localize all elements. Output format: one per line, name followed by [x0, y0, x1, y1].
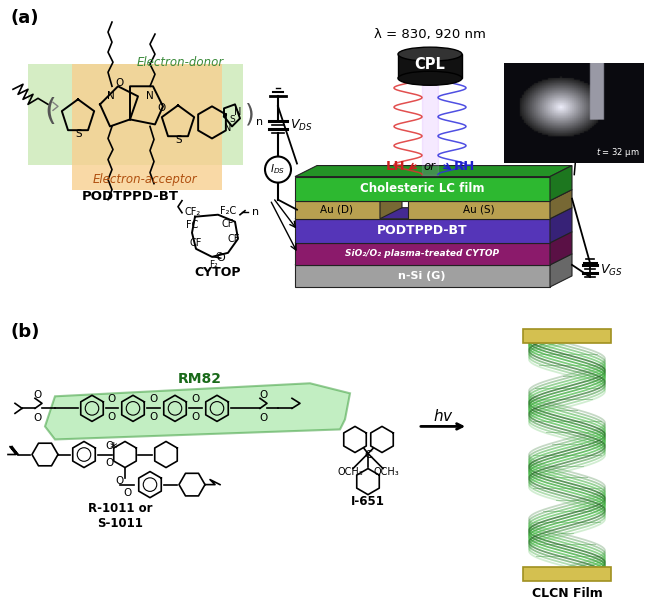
Text: N: N [234, 107, 242, 117]
Polygon shape [550, 208, 572, 243]
Polygon shape [295, 166, 572, 176]
Text: CF₂: CF₂ [185, 206, 201, 217]
Text: O: O [259, 390, 267, 400]
Text: SiO₂/O₂ plasma-treated CYTOP: SiO₂/O₂ plasma-treated CYTOP [345, 249, 499, 258]
Text: O: O [216, 253, 226, 263]
Text: O: O [108, 412, 116, 423]
Polygon shape [295, 200, 380, 219]
Polygon shape [408, 200, 550, 219]
Text: O: O [106, 441, 114, 452]
Text: CYTOP: CYTOP [195, 267, 241, 279]
Polygon shape [550, 232, 572, 265]
FancyBboxPatch shape [28, 64, 243, 164]
Polygon shape [45, 383, 350, 439]
Text: N: N [107, 92, 115, 101]
Text: PODTPPD-BT: PODTPPD-BT [377, 225, 467, 237]
Text: R-1011 or
S-1011: R-1011 or S-1011 [88, 501, 152, 530]
Polygon shape [295, 219, 550, 243]
Text: O: O [149, 394, 157, 405]
Text: CF: CF [227, 234, 240, 244]
Text: n: n [252, 206, 259, 217]
Text: C: C [364, 450, 372, 459]
Text: *: * [109, 442, 117, 457]
Text: O: O [123, 488, 131, 498]
Text: (a): (a) [10, 9, 38, 27]
Text: F₂: F₂ [209, 261, 218, 269]
Text: (: ( [44, 97, 56, 126]
Text: O: O [34, 414, 42, 423]
Text: Au (D): Au (D) [320, 205, 354, 215]
Text: O: O [116, 78, 124, 88]
Text: λ = 830, 920 nm: λ = 830, 920 nm [374, 28, 486, 41]
FancyBboxPatch shape [398, 54, 462, 78]
Text: S: S [229, 115, 235, 124]
Text: I-651: I-651 [351, 495, 385, 507]
Polygon shape [295, 243, 550, 265]
Text: S: S [176, 135, 182, 146]
Text: n-Si (G): n-Si (G) [398, 271, 446, 281]
FancyBboxPatch shape [72, 64, 222, 190]
Text: O: O [34, 390, 42, 400]
Text: O: O [106, 458, 114, 468]
Text: N: N [224, 123, 231, 134]
Text: O: O [191, 412, 199, 423]
Text: CLCN Film: CLCN Film [532, 587, 603, 600]
Text: FC: FC [186, 220, 198, 230]
Polygon shape [295, 232, 572, 243]
Text: Cholesteric LC film: Cholesteric LC film [359, 182, 484, 195]
Text: S: S [75, 129, 83, 140]
Text: O: O [149, 412, 157, 423]
Text: O: O [108, 394, 116, 405]
Text: $hv$: $hv$ [432, 408, 454, 424]
Polygon shape [408, 190, 572, 200]
Polygon shape [295, 190, 402, 200]
Text: $t$ = 32 μm: $t$ = 32 μm [595, 146, 640, 158]
Text: $V_{GS}$: $V_{GS}$ [600, 263, 623, 279]
Text: O: O [191, 394, 199, 405]
Text: PODTPPD-BT: PODTPPD-BT [81, 190, 179, 203]
Text: RH: RH [453, 160, 474, 173]
Text: O: O [259, 414, 267, 423]
Text: Au (S): Au (S) [463, 205, 495, 215]
Polygon shape [550, 190, 572, 219]
Polygon shape [380, 190, 402, 219]
Text: CF: CF [222, 219, 234, 229]
Text: CPL: CPL [415, 57, 445, 72]
Polygon shape [550, 254, 572, 287]
Polygon shape [295, 265, 550, 287]
Text: ): ) [245, 102, 255, 126]
FancyBboxPatch shape [523, 329, 611, 343]
Text: O: O [157, 104, 165, 113]
Polygon shape [550, 166, 572, 200]
Text: LH: LH [386, 160, 406, 173]
Text: OCH₃: OCH₃ [337, 467, 363, 477]
Text: F₂C: F₂C [220, 206, 236, 216]
Polygon shape [295, 176, 550, 200]
Text: O: O [116, 476, 124, 486]
Text: OCH₃: OCH₃ [373, 467, 399, 477]
Polygon shape [295, 254, 572, 265]
Text: (b): (b) [10, 323, 40, 341]
Text: RM82: RM82 [178, 372, 222, 386]
Text: Electron-acceptor: Electron-acceptor [93, 173, 198, 186]
Ellipse shape [398, 47, 462, 61]
Text: $I_{DS}$: $I_{DS}$ [270, 163, 285, 176]
Circle shape [265, 157, 291, 182]
Text: n: n [256, 117, 263, 128]
Text: N: N [146, 92, 154, 101]
Polygon shape [295, 208, 572, 219]
Text: C: C [216, 252, 222, 261]
FancyBboxPatch shape [523, 567, 611, 581]
Text: $V_{DS}$: $V_{DS}$ [290, 118, 313, 133]
Ellipse shape [398, 71, 462, 85]
Text: or: or [424, 160, 436, 173]
Text: CF: CF [190, 238, 202, 248]
Text: Electron-donor: Electron-donor [136, 56, 224, 69]
